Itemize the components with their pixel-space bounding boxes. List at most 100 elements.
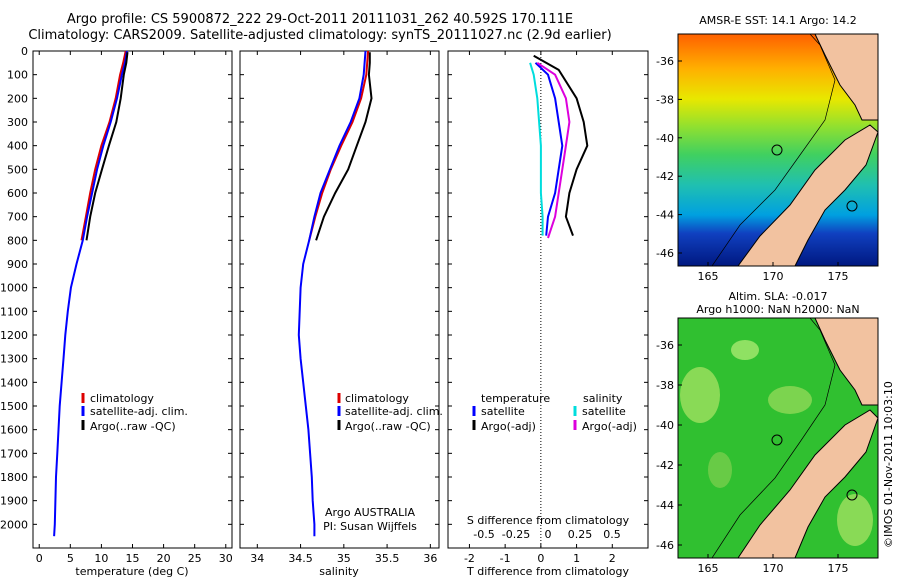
latitude-tick-label: -40 (656, 419, 674, 432)
sla-map: 165 170 175 -36 -38 -40 -42 -44 -46 (656, 317, 879, 575)
longitude-tick-label: 165 (698, 562, 719, 575)
secondary-location-marker (846, 200, 858, 212)
temperature-legend: climatology satellite-adj. clim. Argo(..… (81, 392, 188, 433)
temperature-axis-label: temperature (deg C) (75, 565, 188, 578)
sst-map-frame (677, 33, 879, 267)
legend-climatology-label: climatology (345, 392, 409, 405)
latitude-tick-label: -36 (656, 55, 674, 68)
s-difference-axis-label: S difference from climatology (467, 514, 630, 527)
longitude-tick-label: 170 (763, 562, 784, 575)
legend-t-argo-label: Argo(-adj) (481, 420, 536, 433)
sst-depth-contour (711, 34, 836, 266)
depth-tick-label: 500 (7, 163, 28, 176)
depth-tick-label: 2000 (0, 518, 28, 531)
x-tick-label: 0 (537, 552, 544, 565)
series-line-1 (533, 54, 589, 236)
sla-anomaly (768, 386, 812, 414)
t-difference-axis-label: T difference from climatology (466, 565, 629, 578)
depth-tick-label: 400 (7, 140, 28, 153)
depth-tick-label: 100 (7, 69, 28, 82)
x-tick-label: 20 (157, 552, 171, 565)
s-diff-tick-label: 0.25 (568, 528, 593, 541)
depth-tick-label: 1300 (0, 353, 28, 366)
sla-map-subtitle: Argo h1000: NaN h2000: NaN (696, 303, 860, 316)
argo-location-marker (771, 434, 783, 446)
south-island-land (737, 124, 878, 266)
temperature-panel: 0100200300400500600700800900100011001200… (0, 45, 233, 578)
x-tick-label: 5 (67, 552, 74, 565)
series-line-2 (85, 52, 129, 241)
longitude-tick-label: 175 (828, 562, 849, 575)
sla-anomaly (731, 340, 759, 360)
sst-map: 165 170 175 -36 -38 -40 -42 -44 -46 (656, 33, 879, 283)
latitude-tick-label: -44 (656, 499, 674, 512)
depth-tick-label: 1400 (0, 376, 28, 389)
difference-axes-box (447, 50, 649, 549)
series-line-1 (297, 50, 367, 537)
series-line-3 (536, 61, 571, 239)
depth-tick-label: 1800 (0, 471, 28, 484)
depth-tick-label: 0 (21, 45, 28, 58)
longitude-tick-label: 170 (763, 270, 784, 283)
legend-argo-label: Argo(..raw -QC) (90, 420, 176, 433)
s-diff-tick-label: 0.5 (603, 528, 621, 541)
series-line-0 (534, 62, 564, 236)
depth-tick-label: 1000 (0, 282, 28, 295)
latitude-tick-label: -44 (656, 209, 674, 222)
x-tick-label: 1 (573, 552, 580, 565)
argo-location-marker (771, 144, 783, 156)
sla-depth-contour (711, 318, 836, 558)
depth-tick-label: 1200 (0, 329, 28, 342)
depth-tick-label: 1700 (0, 447, 28, 460)
north-island-land (814, 34, 878, 121)
legend-satellite-label: satellite-adj. clim. (90, 405, 188, 418)
legend-salinity-heading: salinity (583, 392, 623, 405)
x-tick-label: 25 (188, 552, 202, 565)
sla-anomaly (708, 452, 732, 488)
s-diff-tick-label: 0 (545, 528, 552, 541)
x-tick-label: -2 (464, 552, 475, 565)
legend-s-satellite-label: satellite (582, 405, 626, 418)
sla-anomaly (837, 494, 873, 546)
sla-anomaly (680, 367, 720, 423)
depth-tick-label: 700 (7, 211, 28, 224)
x-tick-label: 35.5 (375, 552, 400, 565)
plot-title-line1: Argo profile: CS 5900872_222 29-Oct-2011… (66, 12, 574, 27)
sst-map-title: AMSR-E SST: 14.1 Argo: 14.2 (699, 14, 857, 27)
s-diff-tick-label: -0.5 (473, 528, 494, 541)
temperature-axes-box (32, 50, 233, 549)
latitude-tick-label: -36 (656, 339, 674, 352)
sla-map-title: Altim. SLA: -0.017 (728, 290, 828, 303)
depth-tick-label: 1900 (0, 495, 28, 508)
x-tick-label: 34 (250, 552, 264, 565)
depth-tick-label: 600 (7, 187, 28, 200)
sla-map-frame (677, 317, 879, 559)
salinity-axes-box (239, 50, 440, 549)
latitude-tick-label: -38 (656, 379, 674, 392)
legend-s-argo-label: Argo(-adj) (582, 420, 637, 433)
salinity-axis-label: salinity (319, 565, 359, 578)
series-line-2 (315, 52, 373, 241)
legend-argo-label: Argo(..raw -QC) (345, 420, 431, 433)
x-tick-label: 15 (126, 552, 140, 565)
x-tick-label: 34.5 (288, 552, 313, 565)
series-line-1 (53, 50, 128, 537)
legend-t-satellite-label: satellite (481, 405, 525, 418)
x-tick-label: 35 (337, 552, 351, 565)
difference-legend: temperature salinity satellite Argo(-adj… (472, 392, 637, 433)
south-island-land (737, 409, 878, 558)
x-tick-label: 10 (94, 552, 108, 565)
longitude-tick-label: 165 (698, 270, 719, 283)
depth-tick-label: 1100 (0, 305, 28, 318)
series-line-0 (308, 50, 370, 241)
salinity-panel: 34 34.5 35 35.5 36 salinity climatology sate… (239, 50, 443, 578)
x-tick-label: 2 (609, 552, 616, 565)
s-diff-tick-label: -0.25 (502, 528, 530, 541)
secondary-location-marker (846, 489, 858, 501)
latitude-tick-label: -46 (656, 539, 674, 552)
difference-panel: -2 -1 0 1 2 -0.5 -0.25 0 0.25 0.5 S difference fr… (447, 50, 649, 578)
x-tick-label: -1 (500, 552, 511, 565)
series-line-2 (529, 62, 544, 236)
x-tick-label: 30 (219, 552, 233, 565)
